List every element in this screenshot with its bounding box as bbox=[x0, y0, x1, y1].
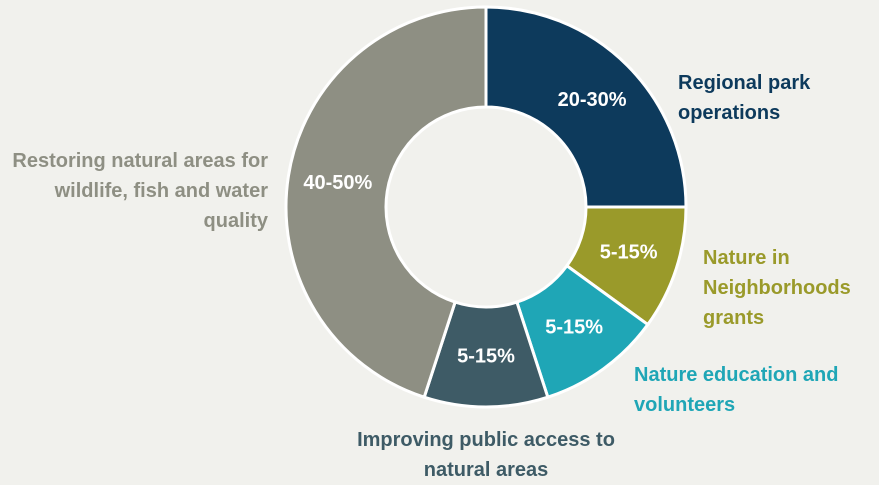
value-label: 5-15% bbox=[545, 317, 603, 339]
category-label: Improving public access to natural areas bbox=[357, 429, 615, 481]
value-label: 40-50% bbox=[303, 172, 372, 194]
category-label: Nature education and volunteers bbox=[634, 364, 839, 416]
category-label: Regional park operations bbox=[678, 72, 811, 124]
value-label: 5-15% bbox=[600, 242, 658, 264]
value-label: 20-30% bbox=[558, 89, 627, 111]
category-label: Restoring natural areas for wildlife, fi… bbox=[12, 150, 268, 232]
donut-slice bbox=[284, 5, 488, 400]
value-label: 5-15% bbox=[457, 345, 515, 367]
category-label: Nature in Neighborhoods grants bbox=[703, 247, 851, 329]
donut-slice bbox=[484, 5, 688, 209]
